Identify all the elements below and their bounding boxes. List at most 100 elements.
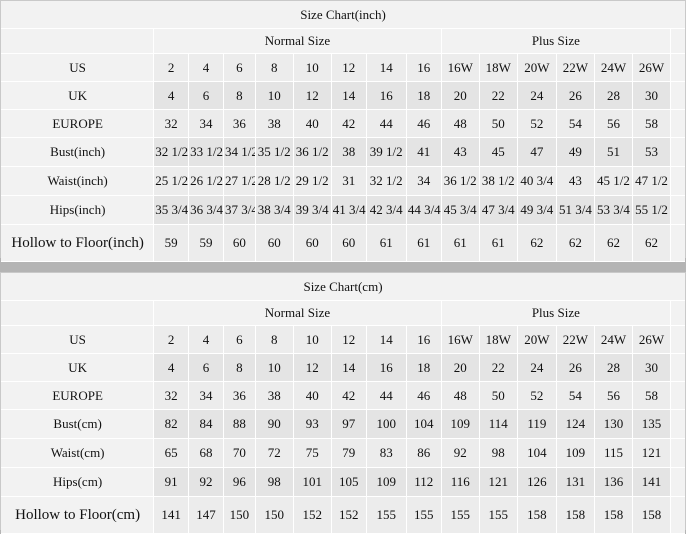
cell-value: 24W (593, 53, 633, 82)
cell-value: 105 (330, 467, 367, 497)
size-chart-inch: Size Chart(inch) Normal Size Plus Size US 2 4… (0, 0, 686, 262)
cell-value: 86 (405, 438, 442, 468)
cell-value: 39 3/4 (292, 195, 332, 225)
cell-value: 14 (365, 325, 407, 354)
cell-value: 38 (254, 381, 294, 410)
cell-value: 150 (254, 496, 294, 534)
cell-value: 51 (593, 137, 633, 167)
cell-value: 158 (631, 496, 672, 534)
table-row: EUROPE 32 34 36 38 40 42 44 46 48 50 52 54 56 58 (0, 109, 685, 138)
cell-value: 2 (153, 53, 190, 82)
cell-value: 18 (405, 353, 442, 382)
cell-value: 98 (478, 438, 518, 468)
cell-value: 8 (222, 81, 256, 110)
cell-value: 88 (222, 409, 256, 439)
cell-value: 79 (330, 438, 367, 468)
cell-value: 34 (188, 109, 224, 138)
cell-value: 38 (330, 137, 367, 167)
cell-value: 10 (292, 325, 332, 354)
cell-value: 101 (292, 467, 332, 497)
cell-value: 6 (222, 325, 256, 354)
table-row: US 2 4 6 8 10 12 14 16 16W 18W 20W 22W 24W 26W (0, 53, 685, 82)
cell-value: 98 (254, 467, 294, 497)
cell-value: 30 (631, 81, 672, 110)
cell-value: 34 (405, 166, 442, 196)
row-trailing-spacer (670, 325, 685, 354)
cell-value: 2 (153, 325, 190, 354)
row-label: Waist(inch) (0, 166, 155, 196)
cell-value: 54 (555, 381, 595, 410)
cell-value: 38 (254, 109, 294, 138)
cell-value: 10 (254, 353, 294, 382)
row-label: US (0, 53, 155, 82)
group-header-spacer (0, 300, 155, 326)
cell-value: 22W (555, 325, 595, 354)
cell-value: 4 (188, 325, 224, 354)
row-label: US (0, 325, 155, 354)
cell-value: 65 (153, 438, 190, 468)
cell-value: 126 (516, 467, 557, 497)
cell-value: 32 (153, 381, 190, 410)
chart-title-row: Size Chart(cm) (1, 273, 685, 301)
cell-value: 35 1/2 (254, 137, 294, 167)
cell-value: 28 (593, 81, 633, 110)
cell-value: 6 (188, 353, 224, 382)
cell-value: 135 (631, 409, 672, 439)
cell-value: 155 (365, 496, 407, 534)
cell-value: 141 (153, 496, 190, 534)
cell-value: 83 (365, 438, 407, 468)
cell-value: 59 (153, 224, 190, 262)
cell-value: 43 (555, 166, 595, 196)
table-row: Bust(cm) 82 84 88 90 93 97 100 104 109 114 119 124 13… (0, 409, 685, 439)
chart-title: Size Chart(cm) (1, 273, 685, 301)
group-header-trailing (670, 300, 685, 326)
table-row: Waist(cm) 65 68 70 72 75 79 83 86 92 98 104 109 115 12… (0, 438, 685, 468)
cell-value: 52 (516, 381, 557, 410)
group-header-normal-size: Normal Size (153, 300, 442, 326)
cell-value: 58 (631, 381, 672, 410)
row-label: UK (0, 353, 155, 382)
cell-value: 68 (188, 438, 224, 468)
cell-value: 16 (405, 325, 442, 354)
cell-value: 158 (555, 496, 595, 534)
cell-value: 42 3/4 (365, 195, 407, 225)
cell-value: 18W (478, 53, 518, 82)
cell-value: 158 (593, 496, 633, 534)
cell-value: 10 (254, 81, 294, 110)
cell-value: 47 1/2 (631, 166, 672, 196)
cell-value: 42 (330, 381, 367, 410)
cell-value: 25 1/2 (153, 166, 190, 196)
cell-value: 40 (292, 109, 332, 138)
cell-value: 24 (516, 353, 557, 382)
cell-value: 16W (440, 325, 480, 354)
group-header-trailing (670, 28, 685, 54)
row-trailing-spacer (670, 381, 685, 410)
cell-value: 37 3/4 (222, 195, 256, 225)
cell-value: 10 (292, 53, 332, 82)
chart-title: Size Chart(inch) (1, 1, 685, 29)
cell-value: 16 (365, 353, 407, 382)
cell-value: 45 (478, 137, 518, 167)
cell-value: 49 (555, 137, 595, 167)
cell-value: 82 (153, 409, 190, 439)
cell-value: 16 (365, 81, 407, 110)
row-trailing-spacer (670, 353, 685, 382)
cell-value: 60 (254, 224, 294, 262)
cell-value: 12 (292, 353, 332, 382)
cell-value: 44 (365, 381, 407, 410)
cell-value: 39 1/2 (365, 137, 407, 167)
cell-value: 56 (593, 381, 633, 410)
cell-value: 59 (188, 224, 224, 262)
cell-value: 109 (440, 409, 480, 439)
cell-value: 12 (330, 325, 367, 354)
cell-value: 90 (254, 409, 294, 439)
row-label: EUROPE (0, 109, 155, 138)
cell-value: 41 3/4 (330, 195, 367, 225)
cell-value: 26W (631, 325, 672, 354)
cell-value: 14 (330, 81, 367, 110)
cell-value: 20 (440, 81, 480, 110)
cell-value: 158 (516, 496, 557, 534)
cell-value: 109 (365, 467, 407, 497)
cell-value: 91 (153, 467, 190, 497)
